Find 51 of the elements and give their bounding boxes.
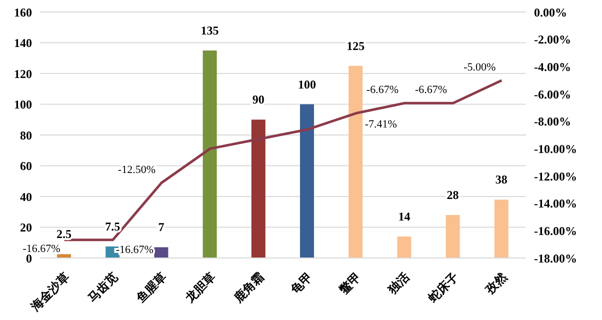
bar xyxy=(446,214,460,258)
data-label: 90 xyxy=(252,92,264,107)
bar xyxy=(202,50,217,258)
data-label: 125 xyxy=(346,38,365,53)
bar xyxy=(154,247,168,258)
y2-tick-label: -2.00% xyxy=(534,32,571,47)
x-tick-label: 蛇床子 xyxy=(424,270,461,306)
data-label: 2.5 xyxy=(56,227,72,242)
x-tick-label: 鱼腥草 xyxy=(133,270,170,306)
y-tick-label: 120 xyxy=(14,66,32,81)
y-tick-label: 20 xyxy=(20,220,32,235)
y2-tick-label: -4.00% xyxy=(534,60,571,74)
x-tick-label: 马齿苋 xyxy=(85,270,121,306)
bar xyxy=(251,120,266,258)
y2-tick-label: -12.00% xyxy=(534,169,577,184)
y-tick-label: 160 xyxy=(14,5,32,20)
y-tick-label: 80 xyxy=(20,128,32,142)
y2-tick-label: -18.00% xyxy=(534,251,577,266)
x-tick-label: 海金沙草 xyxy=(28,270,72,314)
data-label: -7.41% xyxy=(364,118,397,130)
data-label: 7.5 xyxy=(105,219,120,234)
data-label: 7 xyxy=(158,220,164,234)
data-label: -6.67% xyxy=(415,84,448,96)
y2-tick-label: -10.00% xyxy=(534,142,577,156)
data-label: -12.50% xyxy=(118,164,156,176)
data-label: -6.67% xyxy=(366,84,398,96)
y2-tick-label: 0.00% xyxy=(534,5,567,20)
data-label: 100 xyxy=(298,77,316,92)
x-tick-label: 龟甲 xyxy=(288,270,316,298)
y-tick-label: 100 xyxy=(14,98,32,112)
y-tick-label: 40 xyxy=(20,190,32,204)
y2-tick-label: -14.00% xyxy=(534,196,577,211)
y-tick-label: 140 xyxy=(14,36,32,50)
bar xyxy=(397,236,412,258)
x-tick-label: 孜然 xyxy=(482,269,510,298)
x-tick-label: 鳖甲 xyxy=(336,270,364,297)
data-label: 14 xyxy=(398,209,410,224)
bar xyxy=(300,104,314,258)
data-label: -5.00% xyxy=(464,61,496,74)
y2-tick-label: -8.00% xyxy=(534,114,571,129)
data-label: 38 xyxy=(495,172,508,187)
x-tick-label: 独活 xyxy=(384,270,412,298)
bar xyxy=(348,66,363,258)
x-tick-label: 龙胆草 xyxy=(182,270,218,306)
data-label: 28 xyxy=(446,188,459,202)
y2-tick-label: -6.00% xyxy=(534,87,571,102)
x-tick-label: 鹿角霜 xyxy=(230,270,266,306)
data-label: 135 xyxy=(200,23,219,38)
bar xyxy=(494,200,508,258)
y-tick-label: 60 xyxy=(20,159,32,174)
y2-tick-label: -16.00% xyxy=(534,224,577,238)
